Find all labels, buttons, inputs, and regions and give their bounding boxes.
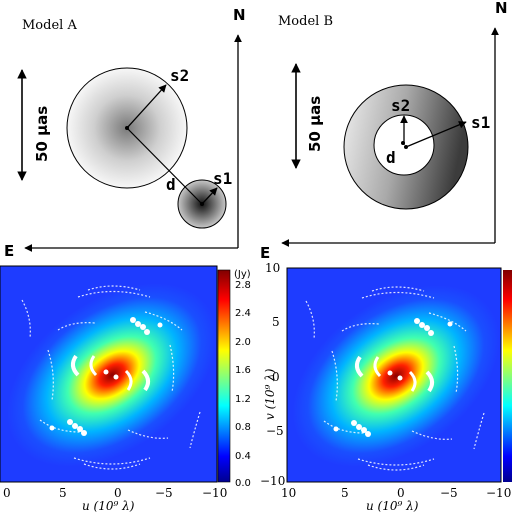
- x-tick-right: 10: [281, 486, 296, 500]
- colorbar-right-partial: [503, 270, 512, 482]
- y-tick-right: 0: [272, 370, 280, 384]
- model-b-panel: Model B N E 50 μas s1 s2 d: [260, 0, 508, 262]
- s1-radius-arrow-b: [405, 121, 467, 148]
- s1-radius-arrow-a: [201, 187, 218, 205]
- s1-label-b: s1: [471, 113, 490, 132]
- x-tick-right: 0: [397, 486, 405, 500]
- s2-label-a: s2: [170, 66, 189, 85]
- colorbar-tick: 1.6: [235, 365, 251, 376]
- east-label-b: E: [260, 244, 270, 262]
- colorbar-tick: 1.2: [235, 394, 251, 405]
- x-axis-label-right: u (10⁹ λ): [366, 499, 419, 512]
- scale-label-a: 50 μas: [33, 106, 51, 162]
- x-tick-left: 5: [59, 486, 67, 500]
- uv-points-right: [333, 318, 453, 437]
- model-b-title: Model B: [278, 14, 333, 29]
- model-a-title: Model A: [22, 18, 77, 33]
- east-label-a: E: [4, 242, 14, 260]
- colorbar-unit: (Jy): [234, 269, 251, 280]
- x-tick-right: −10: [486, 486, 511, 500]
- colorbar-tick: 2.0: [235, 337, 251, 348]
- visibility-map-right: 10 5 0 −5 −10 v (10⁹ λ) 10 5 0 −5 −10 u …: [260, 261, 512, 512]
- colorbar-tick: 2.8: [235, 280, 251, 291]
- y-tick-right: 5: [272, 315, 280, 329]
- scale-label-b: 50 μas: [306, 96, 324, 152]
- uv-points-left: [49, 317, 163, 436]
- visibility-map-left: (Jy) 2.8 2.4 2.0 1.6 1.2 0.8 0.4 0.0 0 5…: [0, 265, 251, 512]
- colorbar-tick: 2.4: [235, 308, 251, 319]
- colorbar-tick: 0.8: [235, 422, 251, 433]
- uv-tracks-left: [21, 285, 201, 470]
- visibility-peak-right: [292, 285, 500, 467]
- x-tick-left: 0: [114, 486, 122, 500]
- x-tick-left: 0: [3, 486, 11, 500]
- uv-tracks-right: [305, 286, 485, 471]
- separation-d-line-a: [126, 127, 203, 205]
- model-a-panel: Model A N E 50 μas s2 s1 d: [4, 6, 246, 260]
- y-tick-right: −10: [260, 474, 285, 488]
- colorbar-tick: 0.4: [235, 451, 251, 462]
- colorbar-tick: 0.0: [235, 478, 251, 489]
- x-tick-right: −5: [440, 486, 458, 500]
- x-tick-left: −10: [202, 486, 227, 500]
- y-tick-right: 10: [265, 261, 280, 275]
- x-axis-label-left: u (10⁹ λ): [82, 499, 135, 512]
- y-tick-right: −5: [266, 424, 284, 438]
- d-label-b: d: [386, 148, 396, 167]
- y-axis-label-right: v (10⁹ λ): [263, 368, 277, 420]
- north-label-a: N: [233, 6, 246, 24]
- x-tick-right: 5: [341, 486, 349, 500]
- s2-label-b: s2: [391, 96, 410, 115]
- x-tick-left: −5: [155, 486, 173, 500]
- north-label-b: N: [495, 0, 508, 17]
- d-label-a: d: [166, 175, 176, 194]
- colorbar: [217, 269, 231, 483]
- s1-label-a: s1: [213, 169, 232, 188]
- s2-radius-arrow-a: [126, 84, 167, 129]
